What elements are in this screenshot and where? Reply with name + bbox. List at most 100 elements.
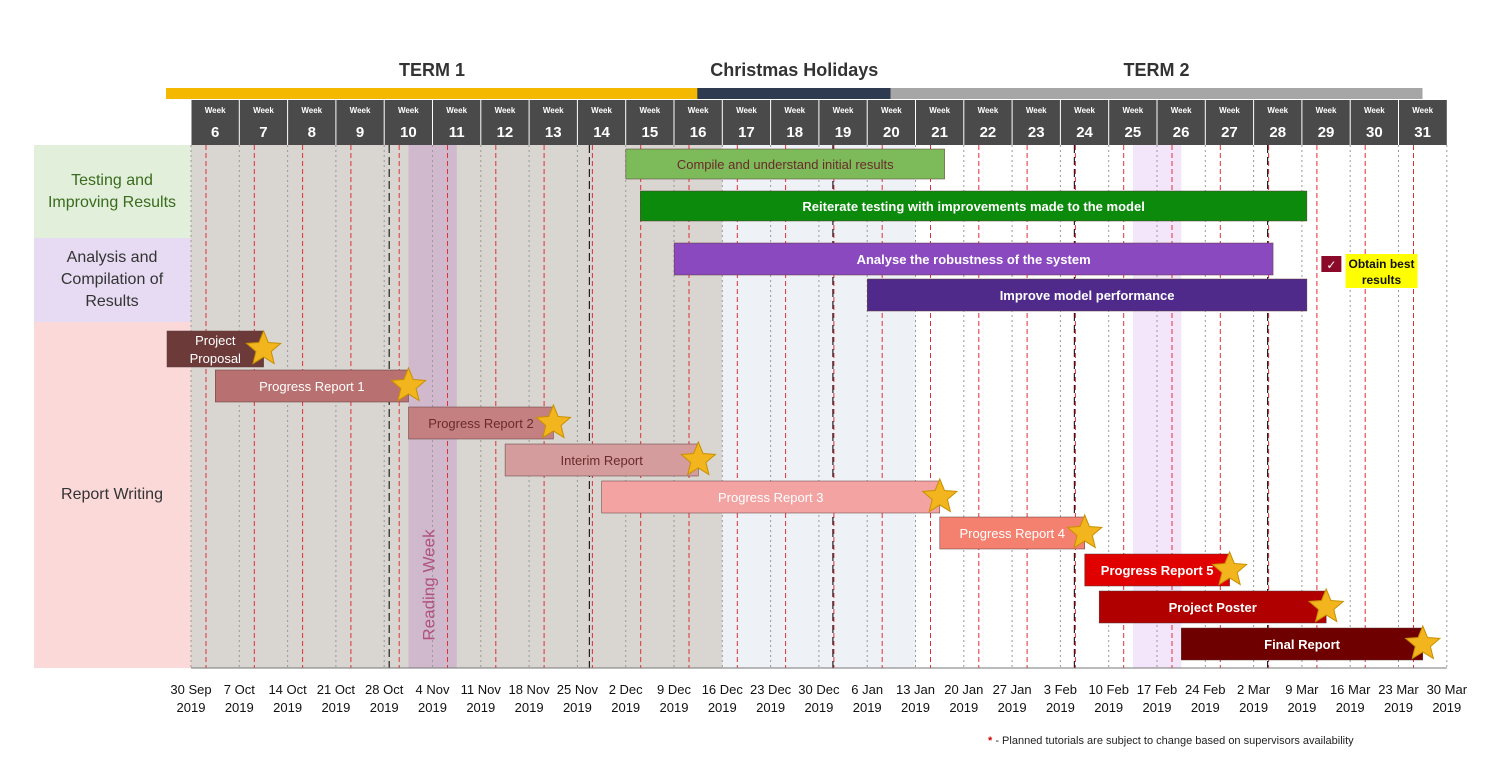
date-tick-label: 30 Sep	[170, 682, 211, 697]
task-bar	[166, 330, 264, 368]
date-tick-label: 10 Feb	[1088, 682, 1128, 697]
date-tick-year: 2019	[515, 700, 544, 715]
task-label: results	[1362, 273, 1402, 287]
date-tick-label: 16 Mar	[1330, 682, 1371, 697]
week-number: 14	[593, 124, 610, 141]
date-tick-label: 9 Dec	[657, 682, 691, 697]
category-label: Analysis and Compilation of Results	[60, 249, 164, 310]
date-tick-year: 2019	[563, 700, 592, 715]
week-number: 25	[1125, 124, 1142, 141]
week-prefix: Week	[639, 106, 660, 115]
task-bar	[625, 148, 945, 180]
week-prefix: Week	[1074, 106, 1095, 115]
week-prefix: Week	[543, 106, 564, 115]
task-label: Final Report	[1264, 637, 1341, 652]
week-prefix: Week	[1171, 106, 1192, 115]
date-tick-label: 14 Oct	[268, 682, 307, 697]
task-label: Reiterate testing with improvements made…	[802, 199, 1144, 214]
week-prefix: Week	[495, 106, 516, 115]
week-prefix: Week	[205, 106, 226, 115]
week-prefix: Week	[929, 106, 950, 115]
task-bar	[504, 443, 699, 477]
week-number: 27	[1221, 124, 1238, 141]
week-number: 15	[642, 124, 659, 141]
week-prefix: Week	[253, 106, 274, 115]
term-bar	[166, 88, 698, 99]
week-number: 10	[400, 124, 417, 141]
task-label: Proposal	[190, 351, 241, 366]
task-bar	[1181, 627, 1424, 661]
date-tick-label: 23 Mar	[1378, 682, 1419, 697]
date-tick-label: 9 Mar	[1285, 682, 1319, 697]
week-prefix: Week	[1026, 106, 1047, 115]
footnote: * - Planned tutorials are subject to cha…	[988, 735, 1354, 747]
date-tick-label: 18 Nov	[508, 682, 550, 697]
week-prefix: Week	[1267, 106, 1288, 115]
date-tick-label: 25 Nov	[557, 682, 599, 697]
week-number: 13	[545, 124, 562, 141]
week-prefix: Week	[833, 106, 854, 115]
date-tick-year: 2019	[998, 700, 1027, 715]
week-prefix: Week	[446, 106, 467, 115]
task-bar	[1084, 553, 1230, 587]
task-bar	[1321, 256, 1342, 272]
week-number: 12	[497, 124, 514, 141]
date-tick-label: 17 Feb	[1137, 682, 1177, 697]
date-tick-label: 30 Mar	[1427, 682, 1468, 697]
milestone-star-icon	[921, 477, 959, 513]
week-prefix: Week	[881, 106, 902, 115]
category-label: Testing and Improving Results	[47, 171, 177, 211]
date-tick-label: 13 Jan	[896, 682, 935, 697]
week-number: 24	[1076, 124, 1093, 141]
week-number: 9	[356, 124, 364, 141]
milestone-star-icon	[245, 329, 282, 365]
task-label: Project	[195, 333, 236, 348]
date-tick-year: 2019	[708, 700, 737, 715]
week-prefix: Week	[688, 106, 709, 115]
week-number: 21	[931, 124, 948, 141]
task-bar	[673, 242, 1274, 276]
date-tick-year: 2019	[418, 700, 447, 715]
date-tick-label: 21 Oct	[317, 682, 356, 697]
date-tick-label: 28 Oct	[365, 682, 404, 697]
week-number: 30	[1366, 124, 1383, 141]
date-tick-year: 2019	[1432, 700, 1461, 715]
date-tick-year: 2019	[273, 700, 302, 715]
footnote-text: - Planned tutorials are subject to chang…	[992, 735, 1354, 747]
task-label: Interim Report	[561, 453, 644, 468]
task-label: Progress Report 2	[428, 416, 534, 431]
task-bar	[640, 190, 1308, 222]
category-band	[34, 145, 191, 238]
week-prefix: Week	[398, 106, 419, 115]
week-number: 8	[308, 124, 316, 141]
date-tick-year: 2019	[1384, 700, 1413, 715]
date-tick-year: 2019	[225, 700, 254, 715]
week-number: 28	[1269, 124, 1286, 141]
date-tick-label: 27 Jan	[993, 682, 1032, 697]
date-tick-year: 2019	[321, 700, 350, 715]
date-tick-label: 4 Nov	[416, 682, 450, 697]
week-number: 20	[883, 124, 900, 141]
date-tick-label: 3 Feb	[1044, 682, 1077, 697]
date-tick-year: 2019	[949, 700, 978, 715]
week-number: 16	[690, 124, 707, 141]
date-tick-year: 2019	[1094, 700, 1123, 715]
week-number: 11	[449, 124, 465, 141]
date-tick-year: 2019	[1143, 700, 1172, 715]
week-number: 29	[1318, 124, 1335, 141]
week-number: 17	[738, 124, 755, 141]
date-tick-label: 2 Mar	[1237, 682, 1271, 697]
reading-week-label: Reading Week	[420, 529, 439, 641]
date-tick-year: 2019	[853, 700, 882, 715]
week-number: 18	[786, 124, 803, 141]
date-tick-year: 2019	[660, 700, 689, 715]
week-prefix: Week	[350, 106, 371, 115]
task-label: Progress Report 4	[960, 526, 1066, 541]
term-bar	[890, 88, 1423, 99]
term-label: TERM 1	[398, 60, 465, 80]
date-tick-label: 23 Dec	[750, 682, 792, 697]
date-tick-year: 2019	[901, 700, 930, 715]
task-label: Improve model performance	[1000, 288, 1175, 303]
milestone-star-icon	[1066, 513, 1104, 549]
week-prefix: Week	[301, 106, 322, 115]
